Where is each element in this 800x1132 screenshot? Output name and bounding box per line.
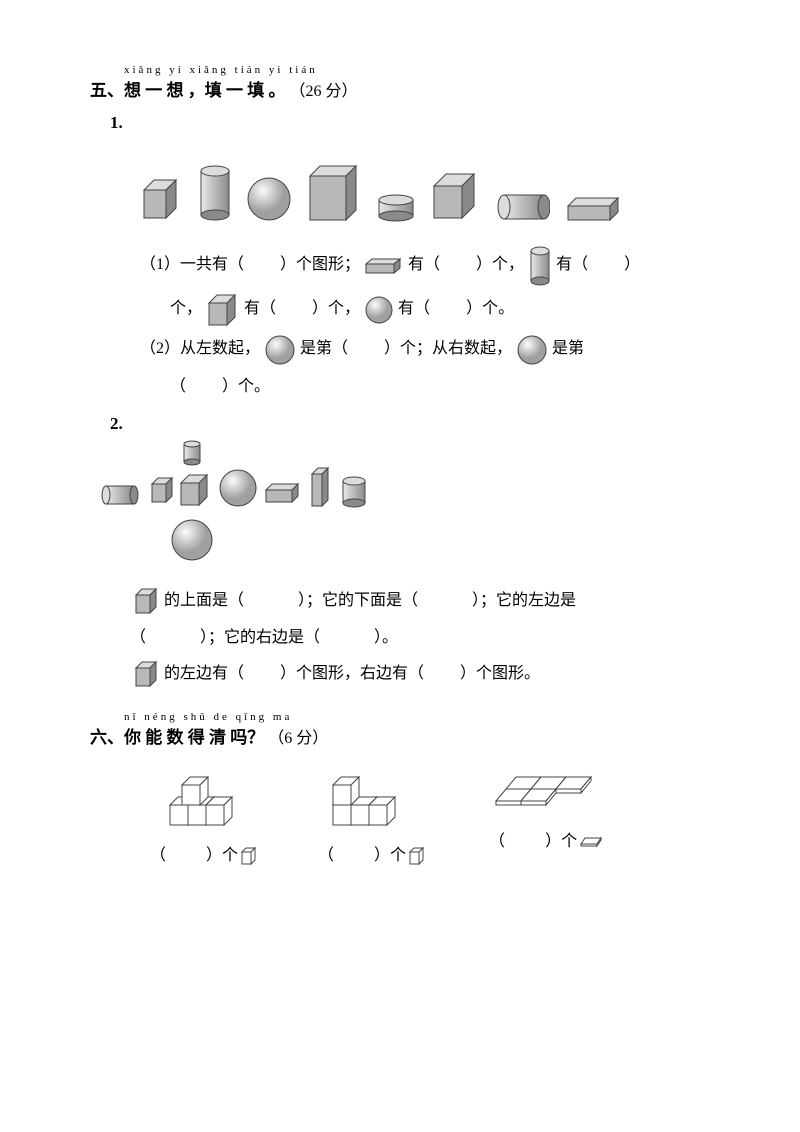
text: 的左边有（ xyxy=(164,659,244,689)
section6-item-1: （ ）个 xyxy=(150,767,258,871)
sphere-icon xyxy=(364,295,394,325)
text: （ xyxy=(489,827,505,857)
section6-label-1: （ ）个 xyxy=(150,841,258,871)
text: ）个图形，右边有（ xyxy=(280,659,424,689)
cube-icon xyxy=(134,587,160,615)
cuboid-flat-icon xyxy=(564,196,624,222)
q2-line3: 的左边有（ ）个图形，右边有（ ）个图形。 xyxy=(90,659,730,689)
cube-icon xyxy=(206,292,240,328)
section5-heading: 五、想 一 想 ，填 一 填 。 （26 分） xyxy=(90,75,730,107)
section6-item-2: （ ）个 xyxy=(318,767,426,871)
cylinder-icon xyxy=(340,476,368,508)
text: ） xyxy=(624,250,640,280)
sphere-icon xyxy=(264,334,296,366)
text: ）个， xyxy=(312,294,360,324)
q2-number: 2. xyxy=(90,408,730,440)
text: （1）一共有（ xyxy=(140,250,244,280)
cuboid-icon xyxy=(306,164,362,222)
text: ）个。 xyxy=(222,372,270,402)
text: ）；它的下面是（ xyxy=(298,586,418,616)
text: ）个图形。 xyxy=(460,659,540,689)
text: ）个；从右数起， xyxy=(384,334,512,364)
text: 个， xyxy=(170,294,202,324)
text: 是第 xyxy=(552,334,584,364)
sphere-icon xyxy=(170,518,214,562)
text: ）个图形； xyxy=(280,250,360,280)
text: 是第（ xyxy=(300,334,348,364)
cylinder-icon xyxy=(528,246,552,286)
q1-sub2-line1: （2）从左数起， 是第（ ）个；从右数起， 是第 xyxy=(90,334,730,366)
text: ）个 xyxy=(545,827,577,857)
cylinder-h-icon xyxy=(100,484,140,506)
tile-unit-icon xyxy=(579,836,603,848)
text: ）个， xyxy=(476,250,524,280)
q1-sub2-line2: （ ）个。 xyxy=(90,372,730,402)
cube-stack-icon xyxy=(327,767,417,831)
section6-points: （6 分） xyxy=(268,730,328,747)
text: 有（ xyxy=(408,250,440,280)
text: （ xyxy=(130,623,146,653)
sphere-icon xyxy=(516,334,548,366)
text: 有（ xyxy=(556,250,588,280)
cube-unit-icon xyxy=(240,846,258,866)
text: （ xyxy=(318,841,334,871)
section5-points: （26 分） xyxy=(290,83,358,100)
section6-title: 六、你 能 数 得 清 吗？ xyxy=(90,728,264,747)
text: ）个。 xyxy=(466,294,514,324)
q1-sub1-line2: 个， 有（ ）个， 有（ ）个。 xyxy=(90,292,730,328)
section5-title: 五、想 一 想 ，填 一 填 。 xyxy=(90,81,286,100)
q1-shapes-row xyxy=(90,140,730,240)
q2-line2: （ ）；它的右边是（ ）。 xyxy=(90,623,730,653)
cuboid-flat-icon xyxy=(264,482,304,504)
cube-icon xyxy=(430,170,482,222)
section6-item-3: （ ）个 xyxy=(486,767,606,871)
cylinder-small-icon xyxy=(182,440,202,466)
cylinder-h-icon xyxy=(496,192,550,222)
q1-number: 1. xyxy=(90,107,730,139)
q2-shapes xyxy=(90,440,730,580)
cuboid-tall-icon xyxy=(310,466,332,508)
text: ）；它的右边是（ xyxy=(200,623,320,653)
cube-unit-icon xyxy=(408,846,426,866)
cube-icon xyxy=(178,472,212,508)
tiles-icon xyxy=(486,767,606,817)
text: 有（ xyxy=(244,294,276,324)
q2-line1: 的上面是（ ）；它的下面是（ ）；它的左边是 xyxy=(90,586,730,616)
text: 有（ xyxy=(398,294,430,324)
cube-icon xyxy=(134,660,160,688)
section6-label-3: （ ）个 xyxy=(489,827,603,857)
cube-small-icon xyxy=(150,476,176,504)
q1-sub1-line1: （1）一共有（ ）个图形； 有（ ）个， 有（ ） xyxy=(90,246,730,286)
text: （ xyxy=(150,841,166,871)
text: 的上面是（ xyxy=(164,586,244,616)
cylinder-icon xyxy=(198,164,232,222)
section6-heading: 六、你 能 数 得 清 吗？ （6 分） xyxy=(90,722,730,754)
cube-icon xyxy=(140,176,184,222)
text: ）个 xyxy=(206,841,238,871)
text: （2）从左数起， xyxy=(140,334,260,364)
cylinder-flat-icon xyxy=(376,194,416,222)
text: ）。 xyxy=(374,623,398,653)
text: ）个 xyxy=(374,841,406,871)
section6-label-2: （ ）个 xyxy=(318,841,426,871)
sphere-icon xyxy=(218,468,258,508)
section6-row: （ ）个 （ ）个 xyxy=(90,767,730,871)
text: （ xyxy=(170,372,186,402)
cuboid-flat-icon xyxy=(364,257,404,275)
sphere-icon xyxy=(246,176,292,222)
text: ）；它的左边是 xyxy=(472,586,576,616)
cube-stack-icon xyxy=(164,767,244,831)
